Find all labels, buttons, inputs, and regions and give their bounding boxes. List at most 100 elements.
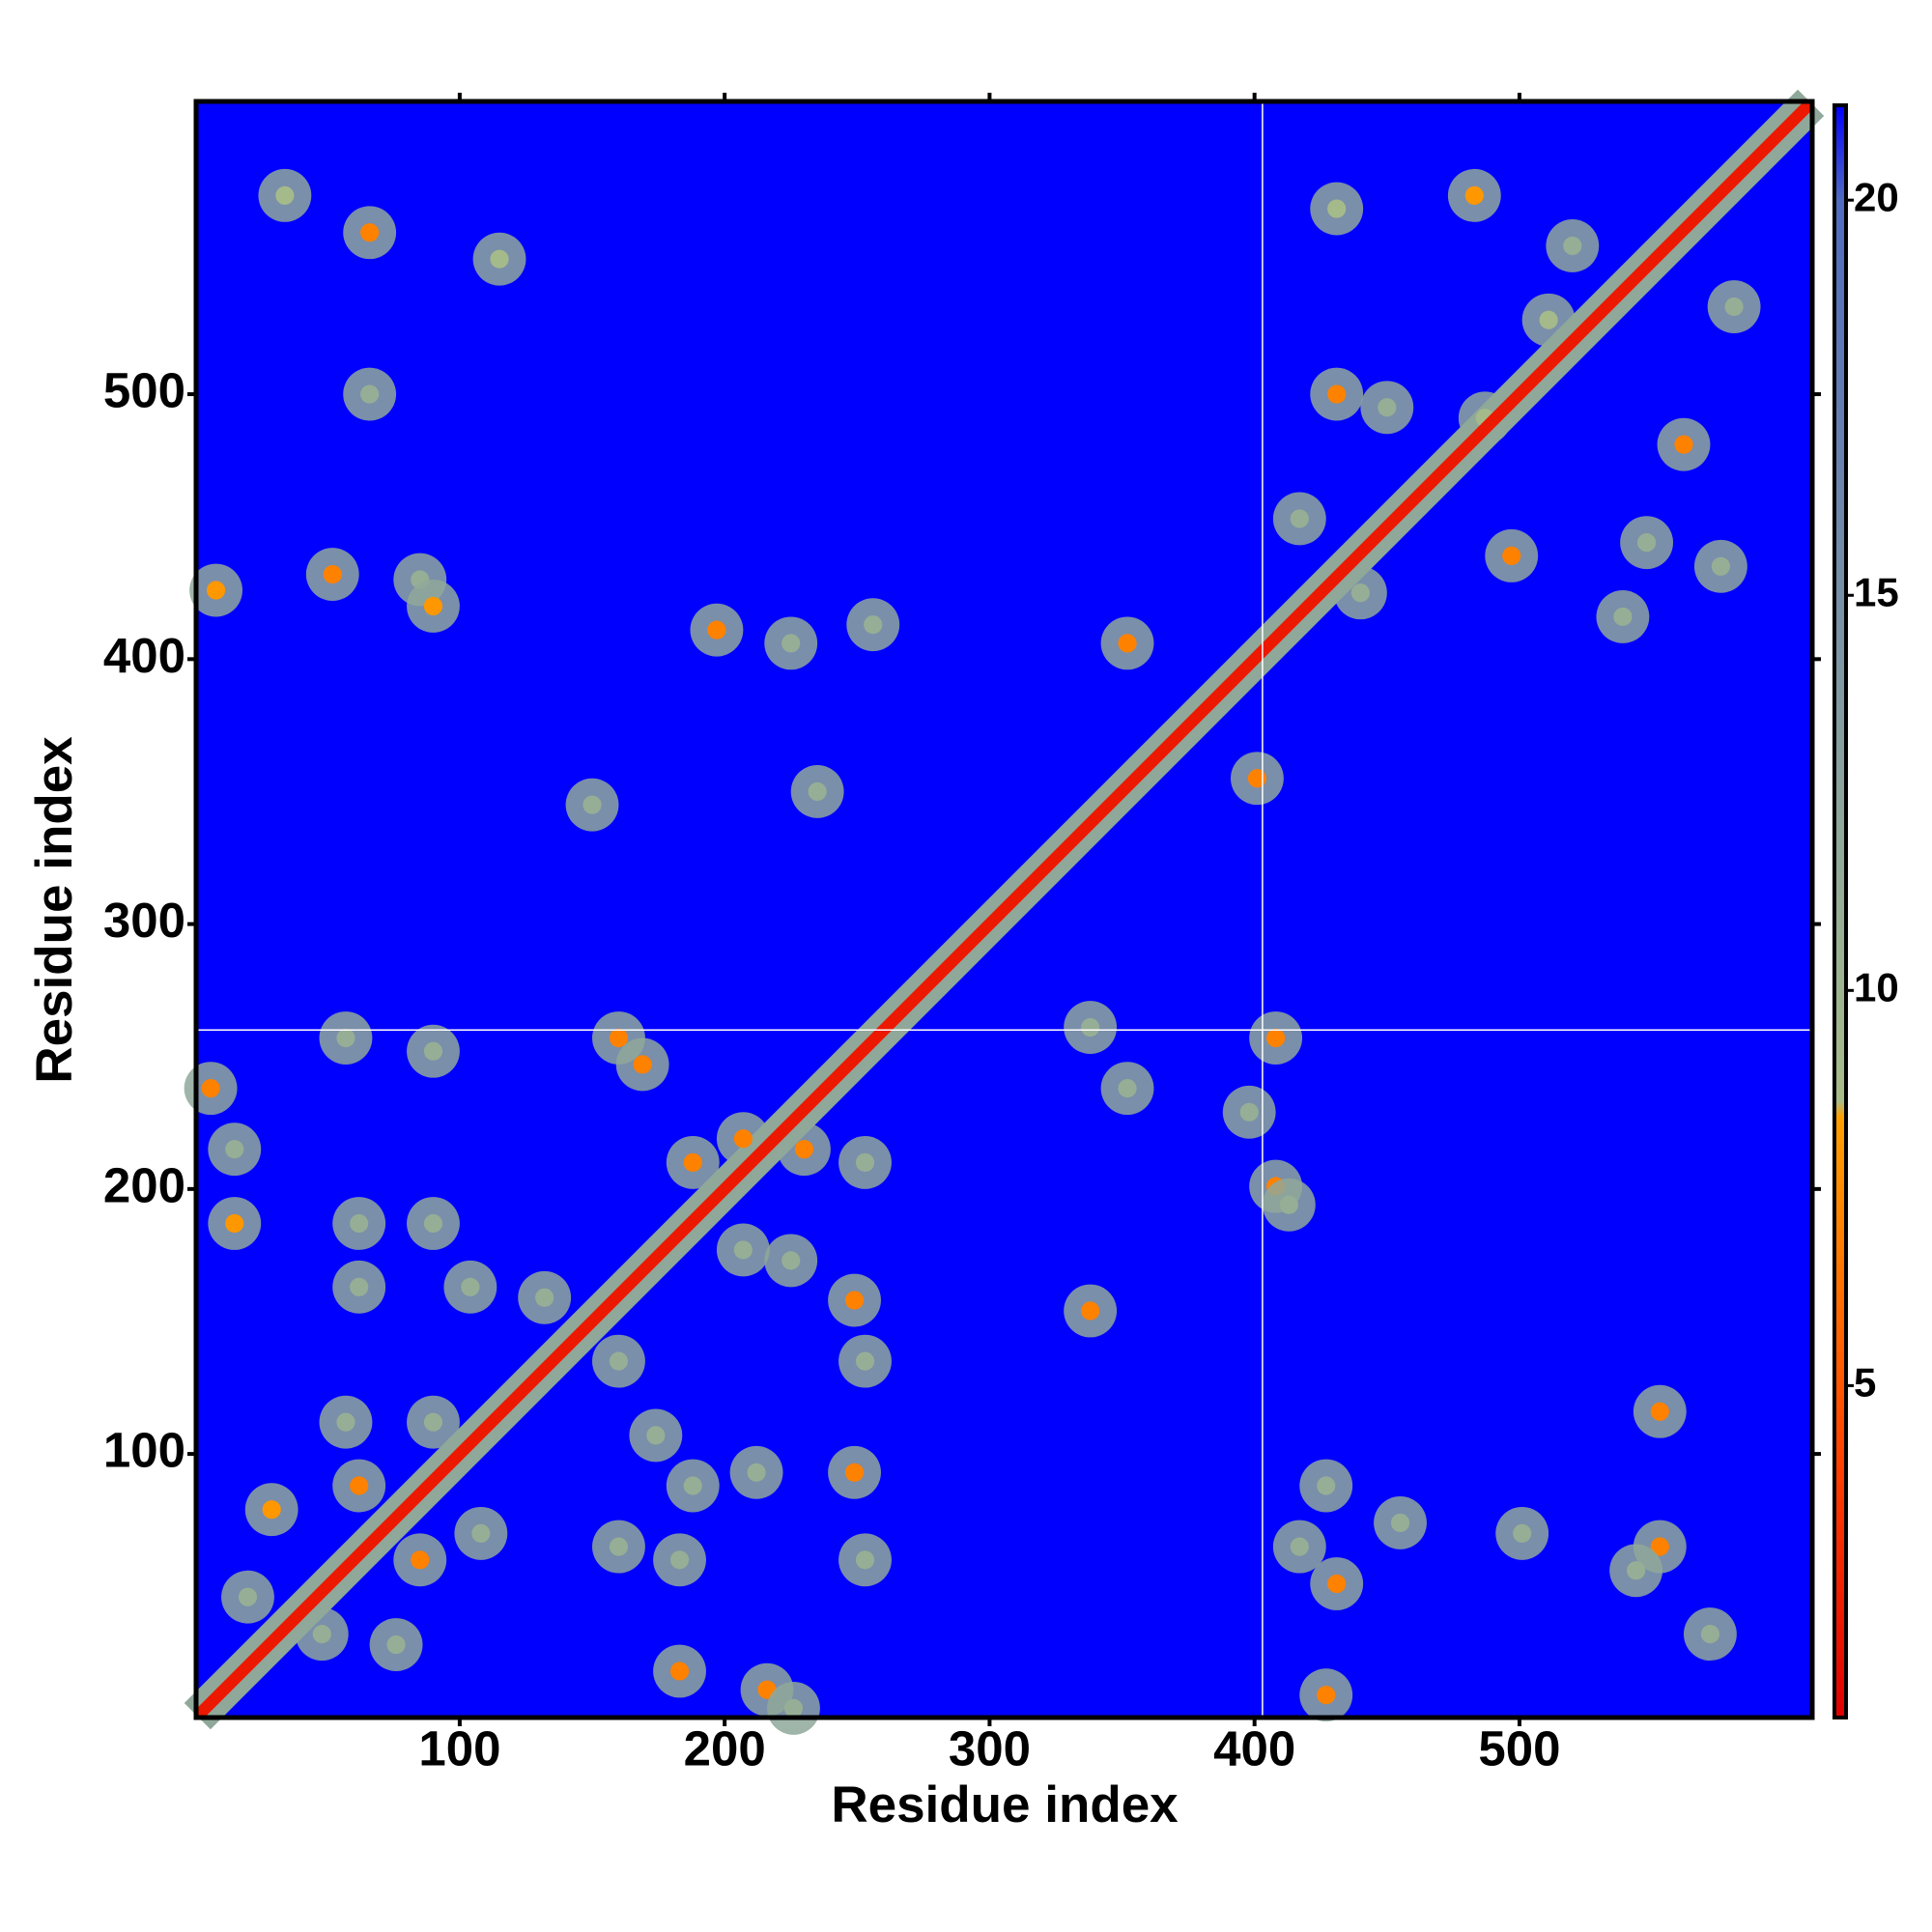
contact	[1464, 185, 1484, 205]
contact	[733, 1240, 753, 1260]
plot-frame	[193, 99, 1815, 1720]
x-axis-title: Residue index	[831, 1776, 1179, 1833]
contact	[1627, 1561, 1646, 1580]
contact	[669, 1662, 690, 1681]
contact	[471, 1523, 491, 1543]
contact	[855, 1152, 875, 1173]
contact	[350, 1476, 369, 1495]
y-tick-label: 100	[103, 1423, 185, 1478]
contact	[1563, 236, 1582, 256]
contact	[350, 1213, 369, 1234]
contact	[350, 1277, 369, 1296]
contact	[733, 1129, 753, 1149]
diagonal	[193, 99, 1815, 1720]
contact	[423, 1041, 443, 1061]
contact	[1390, 1513, 1410, 1533]
contact	[747, 1463, 766, 1482]
x-tick-label: 100	[418, 1720, 500, 1776]
contact	[707, 620, 726, 639]
contact	[262, 1500, 281, 1520]
contact	[225, 1213, 244, 1234]
contact	[1081, 1301, 1100, 1321]
contact	[1317, 1686, 1336, 1705]
contact	[1317, 1476, 1336, 1495]
contact	[844, 1291, 865, 1310]
contact	[201, 1079, 220, 1098]
contact	[1636, 533, 1657, 553]
contact	[609, 1537, 629, 1556]
contact	[1290, 1537, 1309, 1556]
x-tick-label: 200	[684, 1720, 766, 1776]
contact	[1711, 556, 1730, 576]
y-tick-label: 300	[103, 893, 185, 948]
y-tick-label: 500	[103, 363, 185, 418]
contact	[633, 1055, 652, 1074]
contact	[461, 1277, 480, 1296]
contact	[1118, 1079, 1137, 1098]
x-tick-label: 500	[1478, 1720, 1560, 1776]
contact	[781, 1251, 801, 1270]
colorbar-tick-label: 20	[1854, 174, 1899, 219]
contact	[1613, 607, 1633, 627]
contact	[1350, 583, 1370, 603]
colorbar	[1833, 103, 1848, 1719]
contact	[1327, 199, 1347, 218]
contact	[669, 1550, 690, 1570]
contact	[1513, 1523, 1532, 1543]
contact	[535, 1288, 554, 1307]
contact	[1650, 1402, 1669, 1421]
contact	[238, 1587, 258, 1606]
contact	[609, 1028, 629, 1048]
contact	[683, 1152, 702, 1173]
contact	[683, 1476, 702, 1495]
contact	[1290, 509, 1309, 528]
contact	[386, 1634, 406, 1655]
contact	[781, 634, 801, 653]
contact	[844, 1463, 865, 1482]
contact	[206, 581, 226, 600]
contact	[360, 223, 380, 242]
contact	[794, 1140, 814, 1159]
contact	[490, 249, 509, 269]
contact	[323, 564, 342, 584]
contact	[360, 384, 380, 404]
contact	[225, 1140, 244, 1159]
contact	[1327, 1574, 1347, 1594]
x-tick-label: 400	[1213, 1720, 1295, 1776]
contact	[1247, 769, 1267, 788]
contact	[1266, 1028, 1286, 1048]
contact	[1327, 384, 1347, 404]
y-tick-label: 200	[103, 1157, 185, 1212]
contact	[1650, 1537, 1669, 1556]
contact	[646, 1426, 666, 1445]
contact	[1239, 1102, 1259, 1122]
colorbar-tick-label: 15	[1854, 569, 1899, 614]
contact	[1724, 297, 1744, 317]
contact	[312, 1625, 331, 1644]
contact	[423, 1213, 443, 1234]
contact	[783, 1698, 804, 1719]
colorbar-tick-label: 10	[1854, 964, 1899, 1009]
contact	[855, 1351, 875, 1371]
contact	[336, 1412, 355, 1432]
contact	[1279, 1195, 1298, 1214]
contact	[423, 1412, 443, 1432]
contact	[336, 1028, 355, 1048]
contact	[1700, 1625, 1720, 1644]
contact	[1081, 1017, 1100, 1037]
contact	[1674, 435, 1693, 454]
contact	[808, 781, 827, 802]
contact	[1502, 546, 1521, 565]
contact	[411, 1550, 430, 1570]
contact	[609, 1351, 629, 1371]
y-axis-title: Residue index	[26, 736, 83, 1084]
contact	[423, 596, 443, 616]
contact	[855, 1550, 875, 1570]
x-tick-label: 300	[949, 1720, 1031, 1776]
y-tick-label: 400	[103, 628, 185, 683]
contact	[275, 185, 295, 205]
contact	[1539, 310, 1558, 329]
contact	[1118, 634, 1137, 653]
contact	[864, 615, 883, 635]
